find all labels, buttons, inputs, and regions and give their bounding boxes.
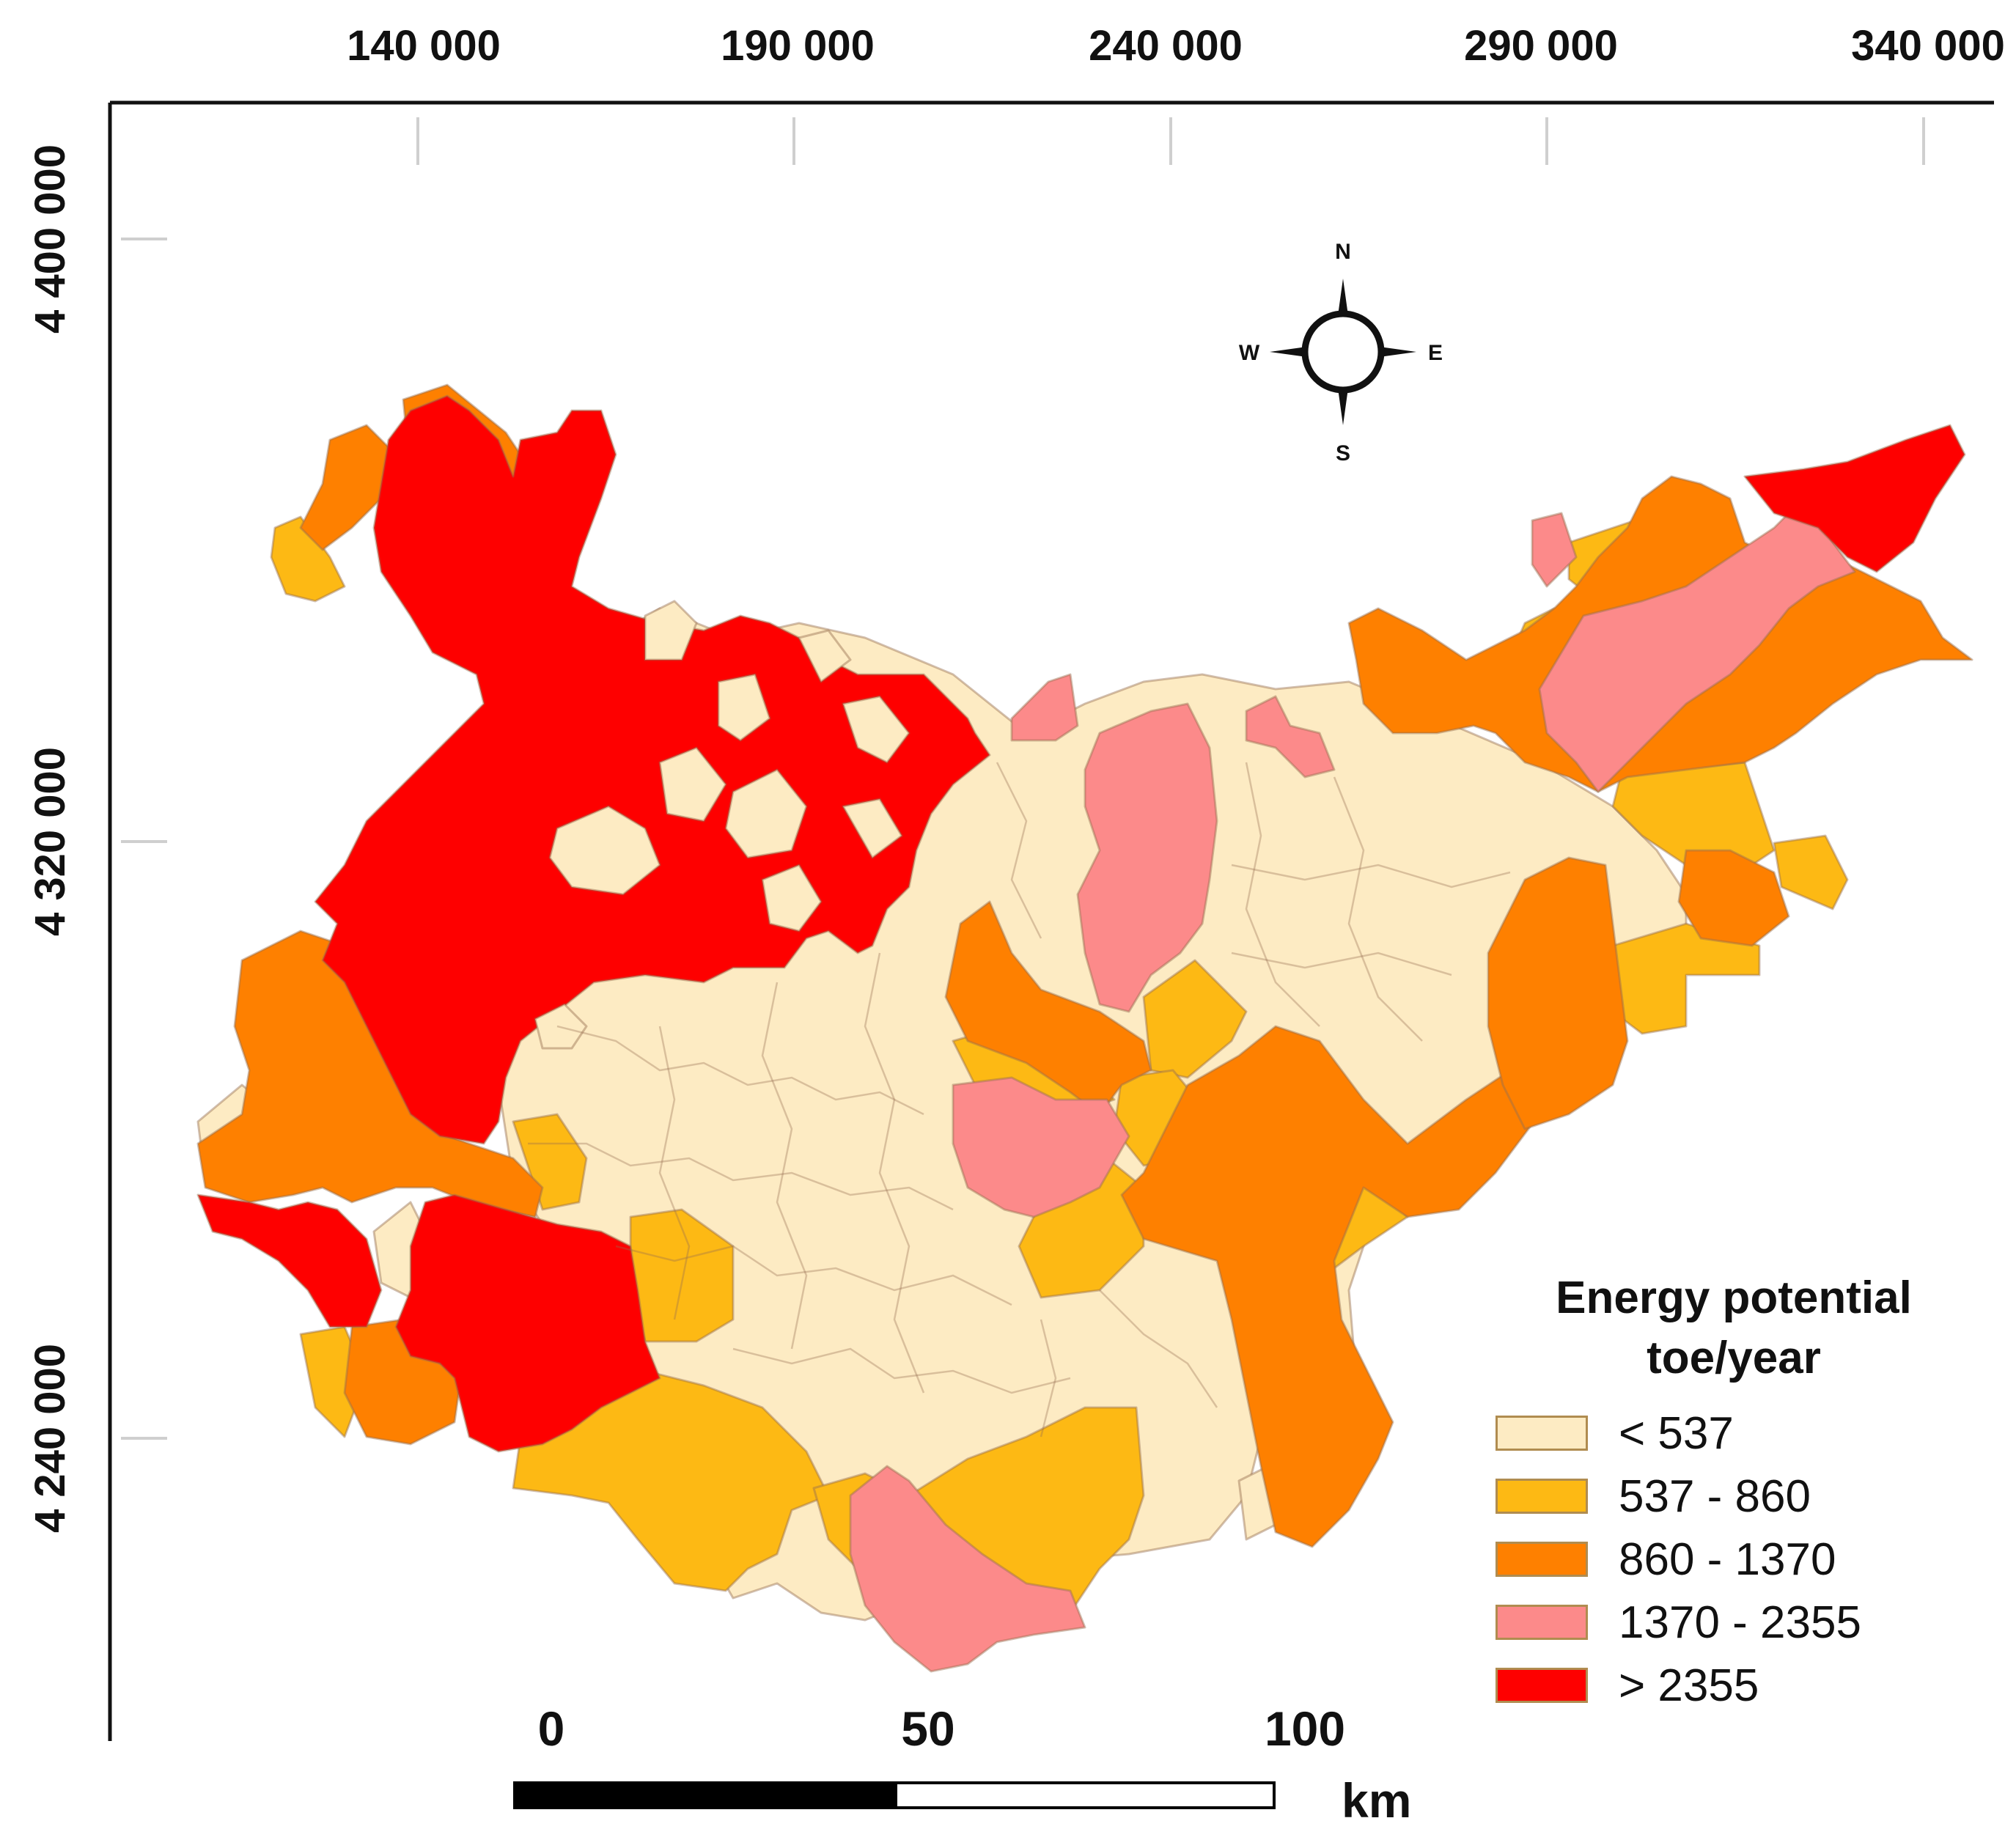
municipal-boundary bbox=[1231, 952, 1452, 976]
scale-label-max: 100 bbox=[1264, 1701, 1346, 1756]
x-axis-label: 140 000 bbox=[347, 22, 501, 70]
compass-rose: N S E W bbox=[1239, 240, 1443, 465]
region-class-1370-2355 bbox=[952, 1076, 1130, 1218]
y-axis-label: 4 240 000 bbox=[26, 1344, 74, 1533]
legend-label: > 2355 bbox=[1619, 1660, 1759, 1711]
municipal-boundary bbox=[1245, 762, 1320, 1027]
municipal-boundary bbox=[658, 1026, 691, 1320]
scale-label-mid: 50 bbox=[901, 1701, 955, 1756]
y-axis-label: 4 320 000 bbox=[26, 747, 74, 936]
legend-swatch bbox=[1496, 1542, 1588, 1577]
legend-label: 537 - 860 bbox=[1619, 1471, 1811, 1522]
x-axis-label: 190 000 bbox=[721, 22, 875, 70]
region-class-lt537 bbox=[842, 695, 910, 764]
legend-swatch bbox=[1496, 1416, 1588, 1451]
legend-swatch bbox=[1496, 1479, 1588, 1514]
region-class-860-1370 bbox=[1487, 856, 1629, 1130]
region-class-gt2355 bbox=[314, 394, 991, 1145]
region-class-lt537 bbox=[761, 864, 823, 932]
compass-s-label: S bbox=[1336, 441, 1350, 465]
compass-e-label: E bbox=[1428, 341, 1443, 365]
legend-title-line1: Energy potential bbox=[1556, 1273, 1912, 1323]
region-class-1370-2355 bbox=[1538, 497, 1856, 793]
x-axis-label: 240 000 bbox=[1089, 22, 1243, 70]
legend-label: 860 - 1370 bbox=[1619, 1534, 1836, 1585]
region-class-860-1370 bbox=[1677, 849, 1790, 947]
region-class-860-1370 bbox=[1120, 1025, 1541, 1548]
legend-item: > 2355 bbox=[1496, 1654, 1972, 1717]
municipal-boundary bbox=[996, 762, 1042, 939]
region-class-1370-2355 bbox=[1076, 702, 1218, 1013]
scale-bar: 0 50 100 km bbox=[513, 1686, 1444, 1833]
map-legend: Energy potential toe/year < 537 537 - 86… bbox=[1496, 1268, 1972, 1717]
legend-swatch bbox=[1496, 1605, 1588, 1640]
legend-item: 860 - 1370 bbox=[1496, 1528, 1972, 1591]
legend-swatch bbox=[1496, 1668, 1588, 1703]
region-class-lt537 bbox=[724, 768, 808, 859]
region-class-1370-2355 bbox=[849, 1465, 1086, 1673]
municipal-boundary bbox=[732, 1347, 1071, 1394]
municipality-borders bbox=[528, 762, 1511, 1438]
municipal-boundary bbox=[761, 982, 808, 1350]
legend-item: < 537 bbox=[1496, 1402, 1972, 1465]
region-class-860-1370 bbox=[944, 900, 1152, 1116]
region-class-lt537 bbox=[548, 805, 661, 896]
legend-label: < 537 bbox=[1619, 1407, 1734, 1459]
region-class-gt2355 bbox=[1743, 424, 1966, 573]
region-class-gt2355 bbox=[394, 1193, 661, 1453]
region-class-537-860 bbox=[1773, 834, 1849, 910]
low-class-pockets bbox=[534, 600, 910, 1050]
municipal-boundary bbox=[556, 1025, 924, 1116]
region-class-lt537 bbox=[644, 600, 698, 661]
region-class-537-860 bbox=[512, 1369, 830, 1592]
region-class-860-1370 bbox=[299, 424, 390, 551]
region-class-lt537 bbox=[842, 798, 903, 859]
scale-segment-white bbox=[894, 1781, 1276, 1809]
y-axis-label: 4 400 000 bbox=[26, 144, 74, 334]
municipal-boundary bbox=[1231, 864, 1511, 888]
region-class-gt2355 bbox=[196, 1193, 383, 1328]
region-class-lt537 bbox=[534, 1003, 588, 1050]
scale-segment-black bbox=[513, 1781, 894, 1809]
legend-title-line2: toe/year bbox=[1647, 1333, 1821, 1383]
x-axis-label: 290 000 bbox=[1464, 22, 1618, 70]
region-class-lt537 bbox=[658, 746, 727, 823]
legend-item: 1370 - 2355 bbox=[1496, 1591, 1972, 1654]
scale-label-zero: 0 bbox=[537, 1701, 565, 1756]
legend-item: 537 - 860 bbox=[1496, 1465, 1972, 1528]
municipal-boundary bbox=[1099, 1289, 1218, 1408]
region-class-lt537 bbox=[798, 629, 852, 683]
municipal-boundary bbox=[615, 1245, 1012, 1306]
compass-circle bbox=[1301, 310, 1385, 394]
compass-w-label: W bbox=[1239, 341, 1260, 365]
region-class-1370-2355 bbox=[1010, 673, 1079, 742]
municipal-boundary bbox=[528, 1142, 954, 1211]
choropleth-regions bbox=[196, 383, 1973, 1673]
legend-list: < 537 537 - 860 860 - 1370 1370 - 2355 >… bbox=[1496, 1402, 1972, 1717]
scale-unit-label: km bbox=[1342, 1773, 1412, 1828]
region-class-lt537 bbox=[717, 673, 771, 742]
region-class-1370-2355 bbox=[1245, 695, 1336, 779]
municipal-boundary bbox=[1333, 776, 1423, 1042]
municipal-boundary bbox=[864, 952, 925, 1394]
x-axis-label: 340 000 bbox=[1851, 22, 2005, 70]
legend-label: 1370 - 2355 bbox=[1619, 1597, 1861, 1648]
municipal-boundary bbox=[1040, 1319, 1057, 1438]
compass-n-label: N bbox=[1335, 240, 1351, 264]
region-class-1370-2355 bbox=[1531, 512, 1578, 588]
